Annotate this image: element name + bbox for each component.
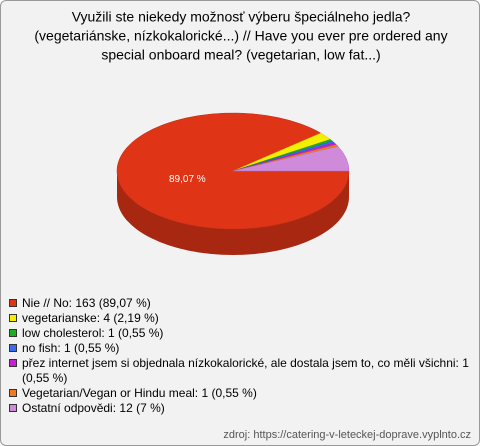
legend-label: Vegetarian/Vegan or Hindu meal: 1 (0,55 …: [22, 386, 257, 400]
chart-title: special onboard meal? (vegetarian, low f…: [101, 47, 380, 63]
chart-title: (vegetariánske, nízkokalorické...) // Ha…: [34, 28, 447, 44]
legend-item: přez internet jsem si objednala nízkokal…: [9, 356, 471, 386]
legend-item: low cholesterol: 1 (0,55 %): [9, 326, 471, 341]
legend: Nie // No: 163 (89,07 %) vegetarianske: 4…: [9, 296, 471, 416]
legend-swatch: [9, 329, 17, 337]
legend-item: Ostatní odpovědi: 12 (7 %): [9, 401, 471, 416]
data-label: 89,07 %: [169, 174, 206, 185]
slice: [232, 146, 350, 172]
legend-swatch: [9, 344, 17, 352]
legend-label: vegetarianske: 4 (2,19 %): [22, 311, 159, 325]
chart-title: Využili ste niekedy možnosť výberu špeci…: [72, 9, 411, 25]
legend-item: no fish: 1 (0,55 %): [9, 341, 471, 356]
slice-side: [117, 171, 349, 255]
legend-swatch: [9, 314, 17, 322]
legend-label: no fish: 1 (0,55 %): [22, 341, 120, 355]
legend-label: Ostatní odpovědi: 12 (7 %): [22, 401, 165, 415]
legend-label: přez internet jsem si objednala nízkokal…: [22, 356, 469, 385]
legend-swatch: [9, 299, 17, 307]
legend-item: Nie // No: 163 (89,07 %): [9, 296, 471, 311]
legend-swatch: [9, 404, 17, 412]
legend-item: Vegetarian/Vegan or Hindu meal: 1 (0,55 …: [9, 386, 471, 401]
legend-label: Nie // No: 163 (89,07 %): [22, 296, 151, 310]
slice: [116, 112, 350, 230]
legend-swatch: [9, 389, 17, 397]
legend-item: vegetarianske: 4 (2,19 %): [9, 311, 471, 326]
legend-label: low cholesterol: 1 (0,55 %): [22, 326, 164, 340]
source: zdroj: https://catering-v-leteckej-dopra…: [223, 429, 471, 441]
legend-swatch: [9, 359, 17, 367]
pie-area: Využili ste niekedy možnosť výberu špeci…: [34, 9, 448, 255]
